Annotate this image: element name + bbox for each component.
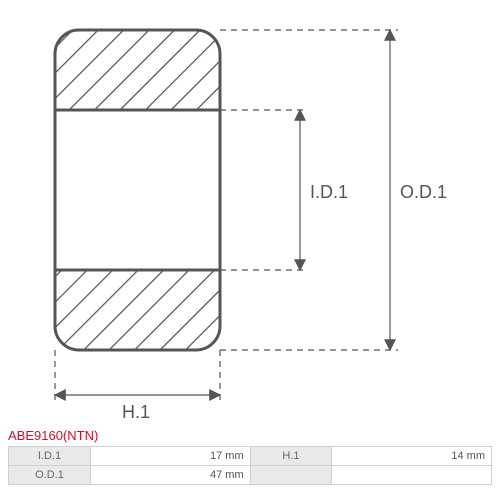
- drawing-svg: O.D.1 I.D.1 H.1: [0, 0, 500, 428]
- spec-od-label: O.D.1: [9, 466, 91, 485]
- h-label: H.1: [122, 402, 150, 422]
- table-row: I.D.1 17 mm H.1 14 mm: [9, 447, 492, 466]
- spec-table: I.D.1 17 mm H.1 14 mm O.D.1 47 mm: [8, 446, 492, 485]
- spec-od-value: 47 mm: [90, 466, 250, 485]
- table-row: O.D.1 47 mm: [9, 466, 492, 485]
- spec-blank-value: [332, 466, 492, 485]
- spec-h-label: H.1: [250, 447, 332, 466]
- spec-h-value: 14 mm: [332, 447, 492, 466]
- hatched-sections: [55, 30, 220, 350]
- spec-blank-label: [250, 466, 332, 485]
- od-label: O.D.1: [400, 182, 447, 202]
- bearing-section-drawing: O.D.1 I.D.1 H.1: [0, 0, 500, 428]
- spec-id-value: 17 mm: [90, 447, 250, 466]
- id-label: I.D.1: [310, 182, 348, 202]
- part-number: ABE9160(NTN): [8, 428, 98, 443]
- spec-id-label: I.D.1: [9, 447, 91, 466]
